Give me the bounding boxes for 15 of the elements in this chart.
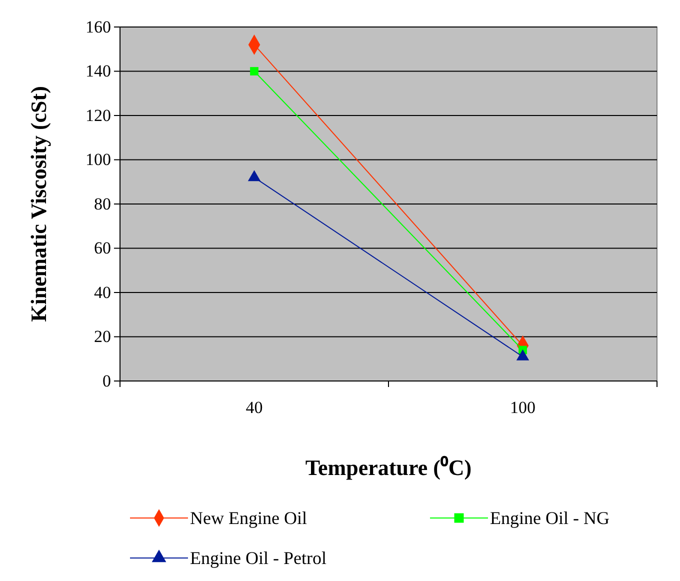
x-axis-title: Temperature (⁰C)	[305, 455, 472, 480]
y-tick-label: 100	[86, 150, 111, 170]
y-tick-label: 60	[94, 238, 111, 258]
y-tick-label: 80	[94, 194, 111, 214]
legend-label: Engine Oil - NG	[490, 508, 610, 528]
y-tick-label: 160	[86, 17, 111, 36]
legend-label: Engine Oil - Petrol	[190, 548, 326, 568]
legend-label: New Engine Oil	[190, 508, 307, 528]
y-tick-label: 120	[86, 106, 111, 125]
y-tick-label: 0	[102, 371, 111, 390]
y-tick-label: 140	[86, 62, 111, 81]
point	[250, 67, 258, 76]
y-tick-label: 40	[94, 282, 111, 302]
y-tick-label: 20	[94, 327, 111, 346]
y-axis-title: Kinematic Viscosity (cSt)	[26, 86, 51, 322]
